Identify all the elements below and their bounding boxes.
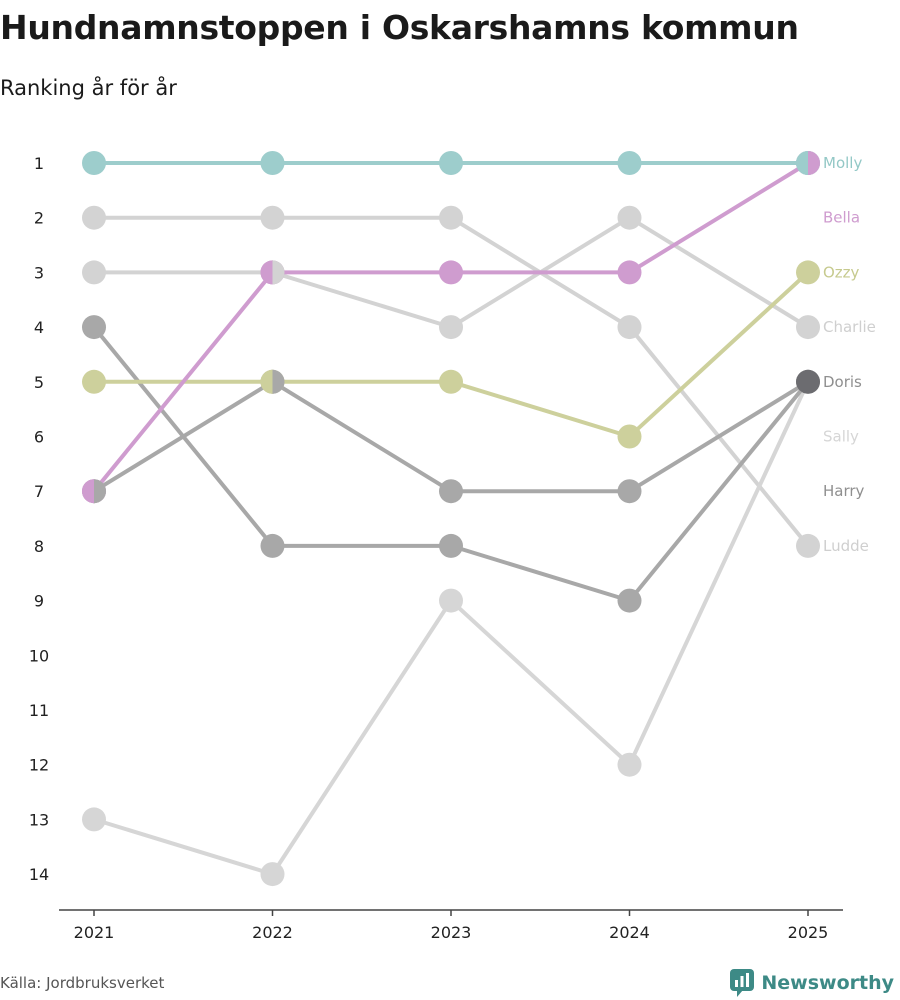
point-sally-2022 [260,862,285,887]
point-ozzy-2021 [82,369,106,394]
newsworthy-logo[interactable]: Newsworthy [729,968,894,998]
y-tick-4: 4 [34,318,44,337]
point-harry-2022 [260,533,285,558]
split-point-right-2025-1 [808,151,820,175]
split-point-right-2021-7 [94,479,107,504]
point-ludde-2024 [617,315,642,340]
y-tick-12: 12 [29,756,49,775]
series-line-harry [92,325,810,603]
end-label-molly: Molly [823,154,862,172]
x-tick-2021: 2021 [74,923,115,942]
end-labels: Molly Bella Ozzy Charlie Doris Sally Harry Ludd… [823,154,876,555]
end-label-sally: Sally [823,428,859,446]
point-molly-2024 [617,151,642,175]
point-ozzy-2024 [617,424,642,449]
x-tick-2023: 2023 [431,923,472,942]
y-tick-8: 8 [34,537,44,556]
point-charlie-2025 [796,315,820,340]
point-doris-2023 [439,479,463,504]
point-molly-2021 [82,151,106,175]
point-doris-2025 [796,369,820,394]
y-tick-13: 13 [29,810,49,829]
y-tick-3: 3 [34,263,44,282]
end-label-ludde: Ludde [823,537,869,555]
x-axis-ticks: 2021 2022 2023 2024 2025 [74,910,829,942]
point-charlie-2021 [82,260,106,285]
x-tick-2022: 2022 [252,923,293,942]
y-tick-11: 11 [29,701,49,720]
newsworthy-icon [730,969,755,997]
point-molly-2022 [260,151,285,175]
point-sally-2021 [82,807,106,832]
y-tick-5: 5 [34,373,44,392]
point-ozzy-2023 [439,369,463,394]
split-point-left-2022-5 [260,369,273,394]
point-ludde-2022 [260,205,285,230]
end-label-charlie: Charlie [823,318,876,336]
split-point-right-2022-3 [272,260,285,285]
series-line-doris [92,379,810,494]
split-point-left-2022-3 [260,260,273,285]
point-sally-2024 [617,752,642,777]
x-tick-2024: 2024 [609,923,650,942]
y-tick-10: 10 [29,646,49,665]
point-bella-2024 [617,260,642,285]
point-doris-2024 [617,479,642,504]
point-ozzy-2025 [796,260,820,285]
source-note: Källa: Jordbruksverket [0,974,165,992]
point-harry-2023 [439,533,463,558]
series-markers [82,151,820,887]
chart-subtitle: Ranking år för år [0,76,177,100]
y-tick-9: 9 [34,592,44,611]
point-bella-2023 [439,260,463,285]
point-ludde-2021 [82,205,106,230]
end-label-doris: Doris [823,373,862,391]
point-harry-2024 [617,588,642,613]
split-point-left-2021-7 [82,479,94,504]
x-tick-2025: 2025 [788,923,829,942]
point-molly-2023 [439,151,463,175]
point-ludde-2025 [796,533,820,558]
split-point-left-2025-1 [796,151,808,175]
end-label-ozzy: Ozzy [823,263,860,281]
point-ludde-2023 [439,205,463,230]
split-point-right-2022-5 [272,369,285,394]
y-tick-1: 1 [34,154,44,173]
y-tick-6: 6 [34,428,44,447]
y-tick-14: 14 [29,865,49,884]
point-charlie-2023 [439,315,463,340]
point-charlie-2024 [617,205,642,230]
chart-title: Hundnamnstoppen i Oskarshamns kommun [0,8,799,47]
end-label-bella: Bella [823,209,860,227]
brand-name: Newsworthy [761,972,894,994]
point-sally-2023 [439,588,463,613]
y-tick-2: 2 [34,209,44,228]
point-harry-2021 [82,315,106,340]
end-label-harry: Harry [823,482,865,500]
y-tick-7: 7 [34,482,44,501]
